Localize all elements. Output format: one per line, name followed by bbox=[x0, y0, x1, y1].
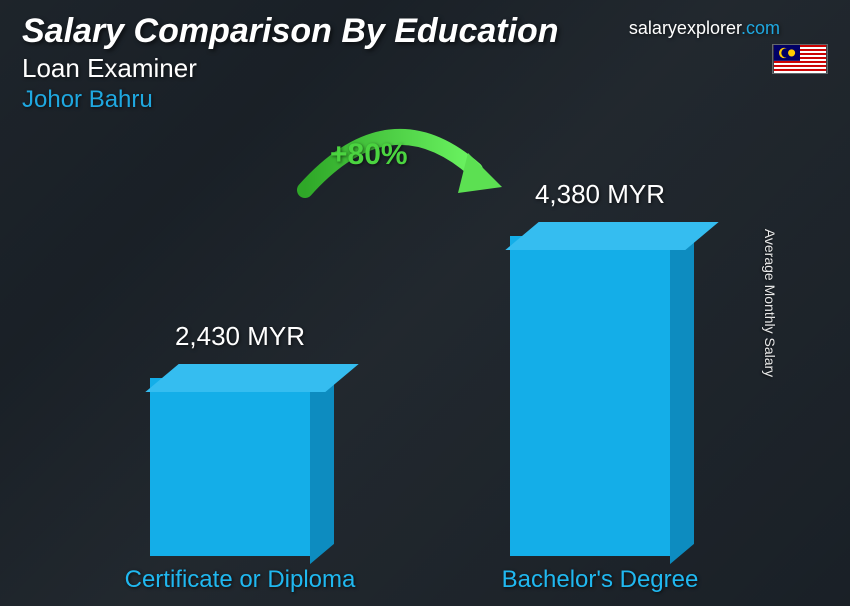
subtitle-location: Johor Bahru bbox=[22, 86, 828, 114]
flag-icon bbox=[772, 44, 828, 74]
brand-suffix: .com bbox=[741, 18, 780, 38]
bar-category-label: Certificate or Diploma bbox=[90, 566, 390, 594]
bar-group: 4,380 MYR bbox=[480, 179, 720, 556]
bar bbox=[150, 364, 330, 556]
brand-logo: salaryexplorer.com bbox=[629, 18, 780, 39]
bar-value-label: 4,380 MYR bbox=[480, 179, 720, 210]
bar-group: 2,430 MYR bbox=[120, 321, 360, 556]
brand-name: salaryexplorer bbox=[629, 18, 741, 38]
bar-category-label: Bachelor's Degree bbox=[450, 566, 750, 594]
bar-value-label: 2,430 MYR bbox=[120, 321, 360, 352]
bar bbox=[510, 222, 690, 556]
subtitle-job: Loan Examiner bbox=[22, 53, 828, 84]
delta-badge: +80% bbox=[330, 138, 408, 172]
